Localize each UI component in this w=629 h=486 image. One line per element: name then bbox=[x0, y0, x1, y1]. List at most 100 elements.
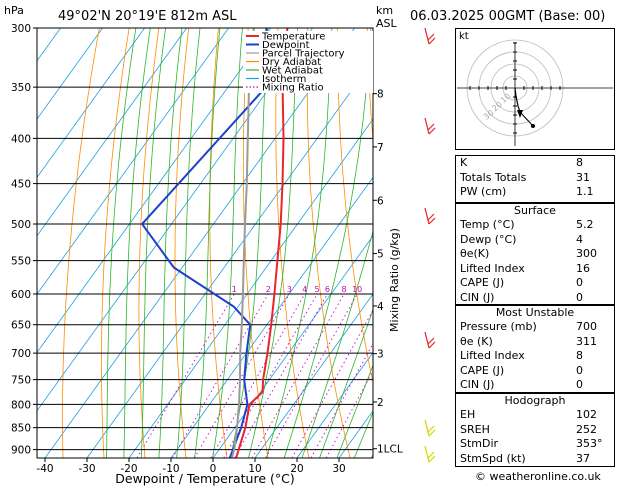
wet-adiabat-line bbox=[158, 28, 183, 458]
wind-barb-flag bbox=[428, 429, 436, 437]
pressure-tick-label: 850 bbox=[11, 423, 31, 435]
pressure-tick-label: 450 bbox=[11, 179, 31, 191]
copyright-text: © weatheronline.co.uk bbox=[475, 470, 601, 483]
hodograph-unit-label: kt bbox=[459, 31, 469, 42]
dry-adiabat-line bbox=[337, 28, 373, 385]
location-title: 49°02'N 20°19'E 812m ASL bbox=[58, 9, 237, 24]
km-tick-label: 7 bbox=[377, 142, 384, 154]
km-tick-label: 4 bbox=[377, 301, 384, 313]
surface-temp-row: Temp (°C) 5.2 bbox=[460, 218, 594, 231]
wind-barb bbox=[424, 117, 430, 135]
pressure-tick-label: 600 bbox=[11, 289, 31, 301]
surface-title: Surface bbox=[514, 204, 556, 217]
most-unstable-title: Most Unstable bbox=[495, 306, 575, 319]
temperature-tick-label: 20 bbox=[290, 463, 303, 475]
mixing-ratio-axis-title: Mixing Ratio (g/kg) bbox=[388, 228, 401, 332]
surface-cin-row: CIN (J) 0 bbox=[460, 290, 583, 304]
wet-adiabat-line bbox=[248, 28, 298, 458]
mixing-ratio-label: 8 bbox=[341, 285, 346, 294]
mixing-ratio-line bbox=[325, 369, 373, 458]
isotherm-line bbox=[37, 28, 229, 295]
hodograph-storm-vector bbox=[519, 111, 534, 127]
hodograph-arrow bbox=[517, 110, 523, 118]
mixing-ratio-label: 2 bbox=[266, 285, 271, 294]
pressure-tick-label: 300 bbox=[11, 23, 31, 35]
dry-adiabat-line bbox=[101, 28, 130, 458]
mixing-ratio-label: 4 bbox=[302, 285, 307, 294]
temperature-tick-label: 30 bbox=[332, 463, 345, 475]
hodograph-stats-panel: Hodograph EH 102 SREH 252 StmDir 353° StmSp… bbox=[455, 393, 615, 467]
dry-adiabat-line bbox=[242, 28, 269, 458]
pw-value: 1.1 bbox=[576, 185, 594, 199]
mu-cape-row: CAPE (J) 0 bbox=[460, 363, 583, 377]
isotherm-line bbox=[37, 28, 145, 179]
mixing-ratio-label: 15 bbox=[377, 285, 387, 294]
pressure-tick-label: 350 bbox=[11, 82, 31, 94]
mixing-ratio-line bbox=[291, 309, 373, 458]
wet-adiabat-line bbox=[230, 28, 269, 458]
temperature-curve bbox=[235, 28, 289, 458]
surface-panel: Surface Temp (°C) 5.2 Dewp (°C) 4 θe(K) 300… bbox=[455, 203, 615, 305]
km-tick-label: 8 bbox=[377, 89, 384, 101]
surface-dewp-row: Dewp (°C) 4 bbox=[460, 232, 583, 246]
pressure-tick-label: 800 bbox=[11, 399, 31, 411]
km-unit-label: km bbox=[376, 4, 393, 17]
legend-label: Isotherm bbox=[262, 74, 306, 85]
legend-label: Temperature bbox=[261, 32, 325, 43]
surface-cape-row: CAPE (J) 0 bbox=[460, 276, 583, 290]
wet-adiabat-line bbox=[319, 308, 373, 458]
wind-barb bbox=[424, 445, 430, 463]
legend-label: Parcel Trajectory bbox=[262, 49, 345, 60]
sreh-row: SREH 252 bbox=[460, 422, 597, 436]
pressure-unit-label: hPa bbox=[4, 4, 24, 17]
mixing-ratio-line bbox=[265, 293, 358, 458]
chart-axes: 300350400450500550600650700750800850900-… bbox=[11, 23, 403, 475]
k-index-value: 8 bbox=[576, 156, 583, 169]
mixing-ratio-line bbox=[223, 293, 318, 458]
temperature-tick-label: 0 bbox=[210, 463, 217, 475]
isotherm-line bbox=[128, 118, 373, 458]
mixing-ratio-line bbox=[251, 293, 345, 458]
wet-adiabat-line bbox=[336, 364, 373, 458]
dry-adiabat-line bbox=[62, 28, 100, 458]
mu-li-row: Lifted Index 8 bbox=[460, 349, 583, 363]
pressure-tick-label: 750 bbox=[11, 375, 31, 387]
mixing-ratio-label: 10 bbox=[352, 285, 362, 294]
legend-label: Wet Adiabat bbox=[262, 66, 323, 77]
wet-adiabat-line bbox=[123, 28, 151, 458]
legend-label: Dry Adiabat bbox=[262, 57, 321, 68]
mixing-ratio-label: 1 bbox=[232, 285, 237, 294]
plot-frame bbox=[36, 27, 374, 459]
mixing-ratio-label: 3 bbox=[287, 285, 292, 294]
asl-unit-label: ASL bbox=[376, 17, 398, 30]
wind-barb bbox=[424, 419, 430, 437]
stmdir-row: StmDir 353° bbox=[460, 437, 603, 451]
km-tick-label: 6 bbox=[377, 195, 384, 207]
wind-barb-flag bbox=[427, 123, 435, 131]
pressure-tick-label: 400 bbox=[11, 133, 31, 145]
pressure-tick-label: 650 bbox=[11, 320, 31, 332]
pressure-tick-label: 900 bbox=[11, 445, 31, 457]
mu-cin-row: CIN (J) 0 bbox=[460, 378, 583, 392]
isotherm-line bbox=[37, 28, 313, 412]
temperature-tick-label: -10 bbox=[162, 463, 179, 475]
legend-label: Mixing Ratio bbox=[262, 83, 324, 94]
wind-barb-flag bbox=[428, 341, 436, 349]
pressure-tick-label: 700 bbox=[11, 348, 31, 360]
dry-adiabat-line bbox=[306, 28, 351, 458]
isotherm-line bbox=[37, 28, 187, 237]
mixing-ratio-label: 6 bbox=[325, 285, 330, 294]
km-tick-label: 5 bbox=[377, 249, 384, 261]
wind-barb-flag bbox=[428, 217, 436, 225]
wet-adiabat-line bbox=[283, 28, 372, 458]
totals-totals-value: 31 bbox=[576, 170, 590, 184]
mixing-ratio-line bbox=[210, 293, 306, 458]
chart-grid: 1 2 3 4 5 6 8 10 15 20 25 bbox=[37, 28, 387, 458]
dry-adiabat-line bbox=[209, 28, 228, 458]
hodograph-line bbox=[514, 87, 521, 113]
